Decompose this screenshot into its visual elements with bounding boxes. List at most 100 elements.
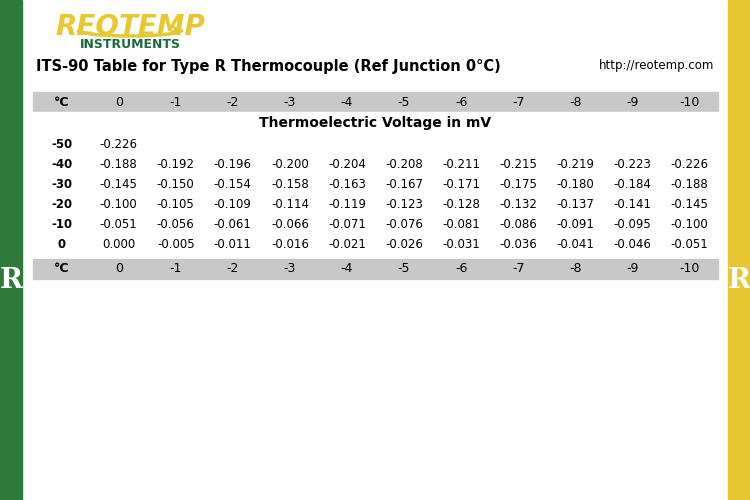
Bar xyxy=(33,214,718,234)
Text: R: R xyxy=(728,266,750,293)
Bar xyxy=(0,0,22,500)
Text: -0.211: -0.211 xyxy=(442,158,480,170)
Text: -0.128: -0.128 xyxy=(442,198,480,210)
Text: 0: 0 xyxy=(115,96,123,108)
Text: -0.223: -0.223 xyxy=(614,158,651,170)
Text: -0.154: -0.154 xyxy=(214,178,252,190)
Text: -0.066: -0.066 xyxy=(271,218,309,230)
Text: http://reotemp.com: http://reotemp.com xyxy=(598,60,714,72)
Text: -20: -20 xyxy=(51,198,72,210)
Text: -4: -4 xyxy=(340,96,353,108)
Text: -6: -6 xyxy=(455,96,467,108)
Text: -0.200: -0.200 xyxy=(271,158,309,170)
Text: -0.226: -0.226 xyxy=(670,158,709,170)
Text: Thermoelectric Voltage in mV: Thermoelectric Voltage in mV xyxy=(260,116,491,130)
Text: -0.091: -0.091 xyxy=(556,218,594,230)
Text: -0.051: -0.051 xyxy=(670,238,708,250)
Text: -0.204: -0.204 xyxy=(328,158,366,170)
Text: 0: 0 xyxy=(115,262,123,276)
Text: -3: -3 xyxy=(284,96,296,108)
Text: -10: -10 xyxy=(680,96,700,108)
Text: -0.041: -0.041 xyxy=(556,238,594,250)
Text: -10: -10 xyxy=(680,262,700,276)
Text: -0.119: -0.119 xyxy=(328,198,366,210)
Text: -30: -30 xyxy=(51,178,72,190)
Text: -0.086: -0.086 xyxy=(500,218,537,230)
Text: -0.219: -0.219 xyxy=(556,158,594,170)
Text: INSTRUMENTS: INSTRUMENTS xyxy=(80,38,181,52)
Bar xyxy=(728,0,750,500)
Text: -0.188: -0.188 xyxy=(670,178,708,190)
Text: -0.095: -0.095 xyxy=(614,218,651,230)
Text: -0.011: -0.011 xyxy=(214,238,252,250)
Bar xyxy=(33,92,718,112)
Text: -2: -2 xyxy=(226,262,239,276)
Text: -0.061: -0.061 xyxy=(214,218,252,230)
Text: -0.180: -0.180 xyxy=(556,178,594,190)
Text: -0.016: -0.016 xyxy=(271,238,309,250)
Text: -8: -8 xyxy=(569,96,581,108)
Text: -0.046: -0.046 xyxy=(614,238,651,250)
Text: -9: -9 xyxy=(626,96,638,108)
Text: -8: -8 xyxy=(569,262,581,276)
Text: -0.021: -0.021 xyxy=(328,238,366,250)
Text: -0.226: -0.226 xyxy=(100,138,138,150)
Text: -0.158: -0.158 xyxy=(271,178,309,190)
Text: -7: -7 xyxy=(512,96,524,108)
Text: -0.056: -0.056 xyxy=(157,218,194,230)
Text: -1: -1 xyxy=(170,262,182,276)
Text: -0.184: -0.184 xyxy=(614,178,651,190)
Text: REOTEMP: REOTEMP xyxy=(55,13,205,41)
Text: -0.196: -0.196 xyxy=(214,158,252,170)
Bar xyxy=(33,134,718,154)
Bar xyxy=(33,174,718,194)
Text: -0.036: -0.036 xyxy=(500,238,537,250)
Text: -0.031: -0.031 xyxy=(442,238,480,250)
Text: -0.081: -0.081 xyxy=(442,218,480,230)
Bar xyxy=(33,234,718,254)
Text: 0.000: 0.000 xyxy=(102,238,135,250)
Text: -0.123: -0.123 xyxy=(385,198,423,210)
Text: -0.167: -0.167 xyxy=(385,178,423,190)
Text: -0.145: -0.145 xyxy=(100,178,137,190)
Text: -0.145: -0.145 xyxy=(670,198,709,210)
Text: -0.105: -0.105 xyxy=(157,198,194,210)
Text: -0.005: -0.005 xyxy=(157,238,194,250)
Text: -0.208: -0.208 xyxy=(386,158,423,170)
Text: ITS-90 Table for Type R Thermocouple (Ref Junction 0°C): ITS-90 Table for Type R Thermocouple (Re… xyxy=(36,58,501,74)
Text: -5: -5 xyxy=(398,262,410,276)
Text: -0.137: -0.137 xyxy=(556,198,594,210)
Text: -0.132: -0.132 xyxy=(500,198,537,210)
Text: -0.114: -0.114 xyxy=(271,198,309,210)
Text: -0.150: -0.150 xyxy=(157,178,194,190)
Text: -0.026: -0.026 xyxy=(385,238,423,250)
Text: -0.188: -0.188 xyxy=(100,158,137,170)
Text: -6: -6 xyxy=(455,262,467,276)
Text: -7: -7 xyxy=(512,262,524,276)
Text: R: R xyxy=(0,266,22,293)
Text: -4: -4 xyxy=(340,262,353,276)
Text: -5: -5 xyxy=(398,96,410,108)
Text: -3: -3 xyxy=(284,262,296,276)
Text: -0.141: -0.141 xyxy=(614,198,651,210)
Text: -0.109: -0.109 xyxy=(214,198,252,210)
Text: -0.100: -0.100 xyxy=(670,218,708,230)
Text: -0.163: -0.163 xyxy=(328,178,366,190)
Text: 0: 0 xyxy=(58,238,65,250)
Text: -0.051: -0.051 xyxy=(100,218,137,230)
Text: -50: -50 xyxy=(51,138,72,150)
Bar xyxy=(33,194,718,214)
Bar xyxy=(33,154,718,174)
Text: -0.175: -0.175 xyxy=(500,178,537,190)
Text: -40: -40 xyxy=(51,158,72,170)
Text: °C: °C xyxy=(54,262,69,276)
Text: -0.192: -0.192 xyxy=(157,158,195,170)
Text: -0.076: -0.076 xyxy=(385,218,423,230)
Text: -0.215: -0.215 xyxy=(500,158,537,170)
Bar xyxy=(33,259,718,279)
Text: -0.100: -0.100 xyxy=(100,198,137,210)
Text: -0.171: -0.171 xyxy=(442,178,480,190)
Text: -0.071: -0.071 xyxy=(328,218,366,230)
Bar xyxy=(33,112,718,134)
Text: °C: °C xyxy=(54,96,69,108)
